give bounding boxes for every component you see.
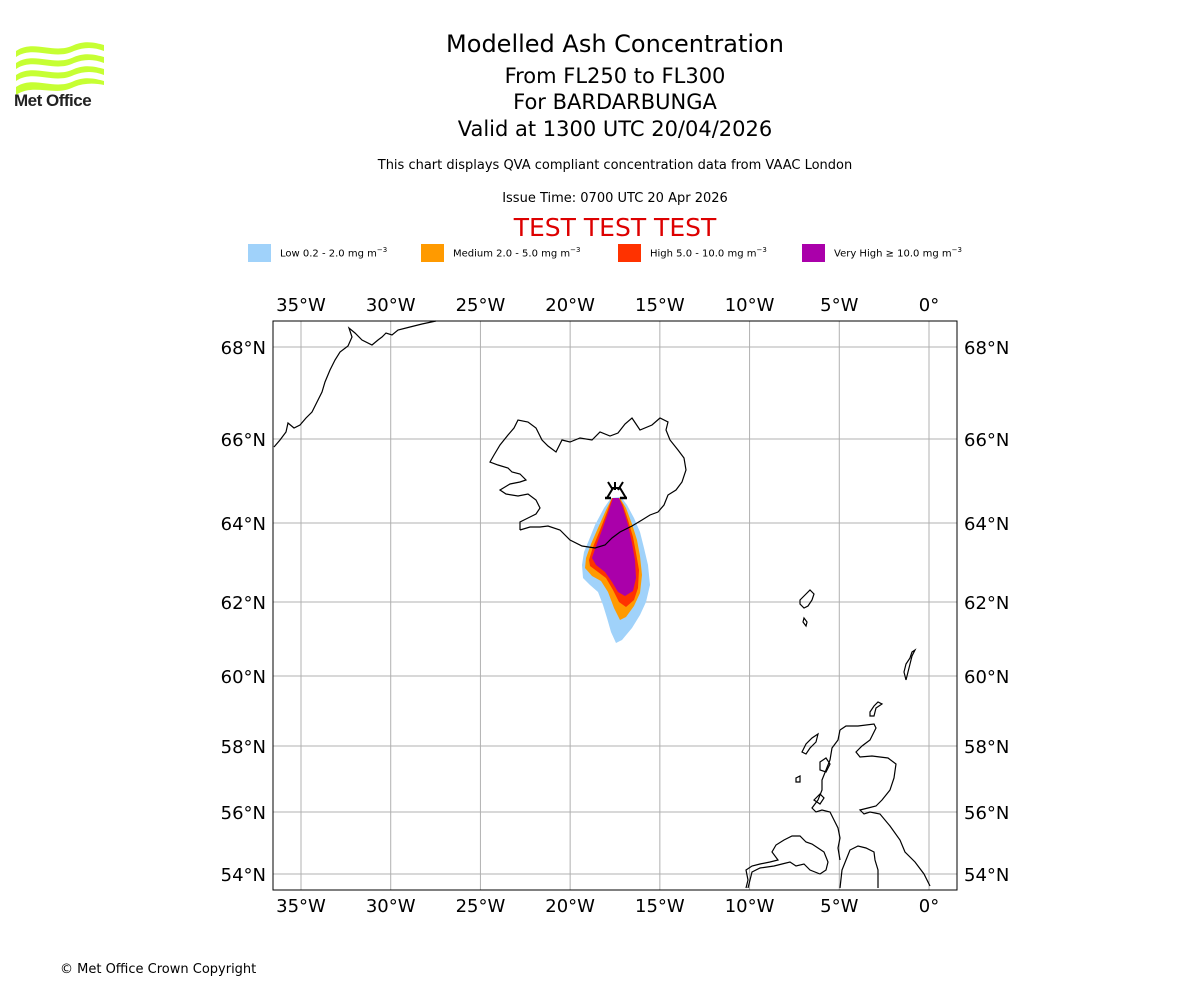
test-banner: TEST TEST TEST <box>513 213 717 242</box>
x-tick-label-top: 35°W <box>276 295 326 316</box>
y-tick-label-left: 68°N <box>221 338 266 359</box>
coastline-shetland <box>903 648 917 681</box>
coastline-ireland <box>745 835 829 889</box>
y-tick-label-left: 54°N <box>221 865 266 886</box>
x-tick-label-bottom: 35°W <box>276 896 326 917</box>
legend-swatch-high <box>618 244 641 262</box>
y-tick-label-right: 60°N <box>964 667 1009 688</box>
legend-label-high: High 5.0 - 10.0 mg m <box>650 248 757 260</box>
coastline-iceland <box>489 417 687 549</box>
legend-item-medium: Medium 2.0 - 5.0 mg m−3 <box>421 244 580 262</box>
copyright: © Met Office Crown Copyright <box>60 962 257 977</box>
coastline-hebrides <box>795 732 831 805</box>
coastline-orkney <box>869 701 884 717</box>
met-office-logo-icon <box>16 42 104 95</box>
x-tick-label-top: 30°W <box>366 295 416 316</box>
coastline-scotland <box>811 723 931 889</box>
x-tick-label-top: 0° <box>919 295 939 316</box>
coastline-greenland <box>273 320 437 448</box>
x-tick-label-top: 15°W <box>635 295 685 316</box>
y-tick-label-right: 66°N <box>964 430 1009 451</box>
valid-time: Valid at 1300 UTC 20/04/2026 <box>457 117 773 141</box>
y-tick-label-right: 62°N <box>964 593 1009 614</box>
map-frame <box>272 320 958 891</box>
y-tick-label-right: 68°N <box>964 338 1009 359</box>
legend-item-high: High 5.0 - 10.0 mg m−3 <box>618 244 767 262</box>
y-tick-label-left: 58°N <box>221 737 266 758</box>
x-tick-label-bottom: 30°W <box>366 896 416 917</box>
x-tick-label-top: 20°W <box>545 295 595 316</box>
legend-swatch-medium <box>421 244 444 262</box>
logo-text: Met Office <box>14 91 92 110</box>
volcano-icon <box>605 481 627 500</box>
coastline-faroe <box>799 589 815 628</box>
legend-label-very-high: Very High ≥ 10.0 mg m <box>834 248 952 260</box>
x-tick-label-top: 5°W <box>820 295 858 316</box>
issue-time: Issue Time: 0700 UTC 20 Apr 2026 <box>502 191 728 206</box>
coastlines <box>273 320 931 889</box>
y-tick-label-right: 58°N <box>964 737 1009 758</box>
subtitle: This chart displays QVA compliant concen… <box>377 158 853 173</box>
x-tick-label-bottom: 5°W <box>820 896 858 917</box>
legend-swatch-very-high <box>802 244 825 262</box>
x-tick-label-bottom: 0° <box>919 896 939 917</box>
legend-label-medium: Medium 2.0 - 5.0 mg m <box>453 248 571 260</box>
chart-title: Modelled Ash Concentration <box>446 30 784 58</box>
x-tick-label-bottom: 20°W <box>545 896 595 917</box>
legend-label-low: Low 0.2 - 2.0 mg m <box>280 248 377 260</box>
legend-item-low: Low 0.2 - 2.0 mg m−3 <box>248 244 387 262</box>
x-tick-label-bottom: 10°W <box>725 896 775 917</box>
y-tick-label-left: 60°N <box>221 667 266 688</box>
legend-swatch-low <box>248 244 271 262</box>
x-tick-label-bottom: 25°W <box>456 896 506 917</box>
y-tick-label-right: 54°N <box>964 865 1009 886</box>
y-tick-label-left: 64°N <box>221 514 266 535</box>
x-tick-label-top: 10°W <box>725 295 775 316</box>
y-tick-label-right: 64°N <box>964 514 1009 535</box>
y-tick-label-right: 56°N <box>964 803 1009 824</box>
ash-plume <box>582 497 650 643</box>
x-tick-label-top: 25°W <box>456 295 506 316</box>
y-tick-label-left: 62°N <box>221 593 266 614</box>
axis-ticks: 35°W 35°W 30°W 30°W 25°W 25°W 20°W 20°W 15°W 15°W… <box>221 295 1010 917</box>
y-tick-label-left: 56°N <box>221 803 266 824</box>
graticule <box>273 321 957 890</box>
level-range: From FL250 to FL300 <box>504 64 726 88</box>
ash-area-very-high <box>592 498 636 596</box>
volcano-name: For BARDARBUNGA <box>513 90 717 114</box>
x-tick-label-bottom: 15°W <box>635 896 685 917</box>
legend-item-very-high: Very High ≥ 10.0 mg m−3 <box>802 244 962 262</box>
y-tick-label-left: 66°N <box>221 430 266 451</box>
